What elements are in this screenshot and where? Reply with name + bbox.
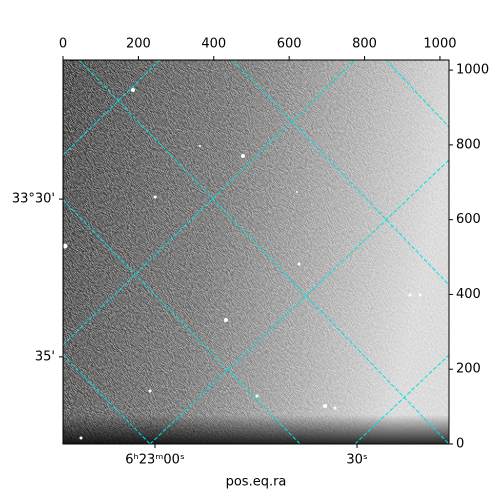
x-tick-label: 400 [201,37,226,52]
y-tick-label: 1000 [456,63,489,78]
x-tick-label: 1000 [423,37,456,52]
y-tick-label: 400 [456,287,481,302]
y-tick-label: 600 [456,212,481,227]
dec-tick-label: 35' [35,349,55,364]
y-tick-label: 200 [456,362,481,377]
x-tick-label: 200 [126,37,151,52]
coordinate-grid [63,60,449,444]
y-tick-label: 800 [456,137,481,152]
stars [63,88,422,440]
y-tick-label: 0 [456,437,464,452]
sky-image [63,60,449,444]
ra-tick-label: 6ʰ23ᵐ00ˢ [125,453,185,468]
x-axis-label: pos.eq.ra [226,475,287,490]
plot-frame [62,59,450,445]
x-tick-label: 600 [277,37,302,52]
x-tick-label: 0 [59,37,67,52]
x-tick-label: 800 [352,37,377,52]
dec-tick-label: 33°30' [12,192,55,207]
ra-tick-label: 30ˢ [346,453,368,468]
